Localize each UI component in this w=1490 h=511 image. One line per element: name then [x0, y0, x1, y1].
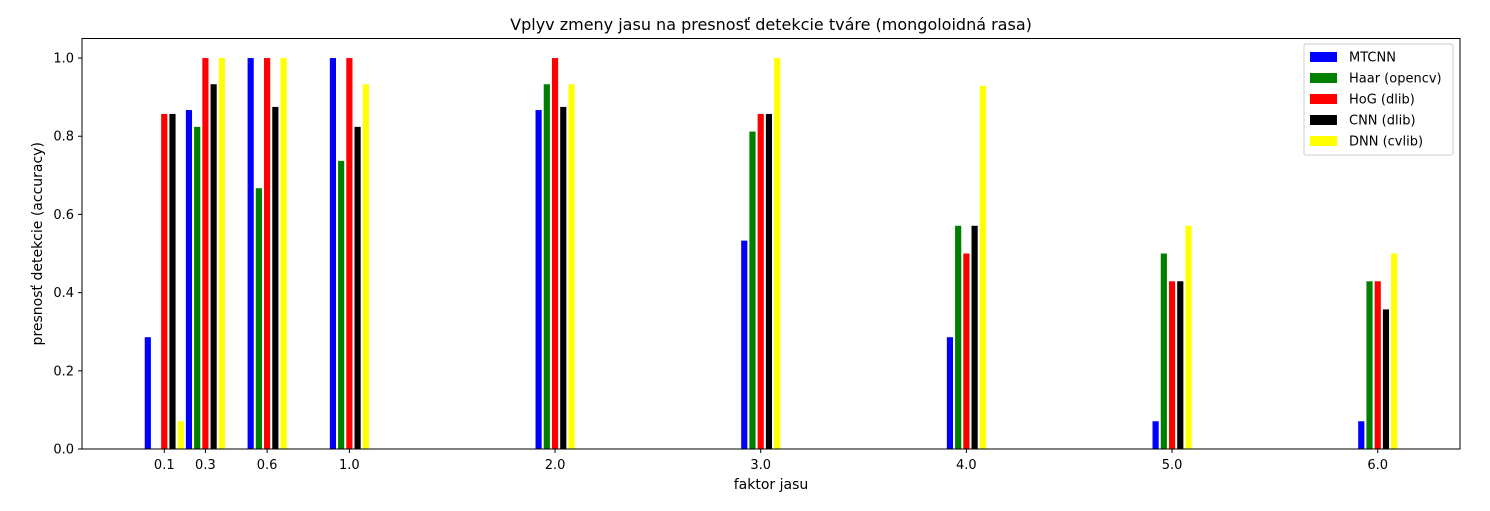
bar-series-0-point-6 [946, 337, 954, 449]
y-tick-label: 0.0 [53, 443, 74, 458]
bar-series-3-point-4 [560, 106, 567, 450]
bar-series-4-point-2 [280, 58, 287, 450]
bar-series-2-point-8 [1374, 281, 1381, 449]
bar-series-4-point-7 [1185, 225, 1192, 449]
bar-series-0-point-2 [247, 58, 254, 450]
plot-area-frame [81, 38, 1461, 450]
y-tick-label: 0.2 [53, 364, 74, 379]
bar-series-4-point-3 [362, 84, 369, 450]
y-axis: 0.0 0.2 0.4 0.6 0.8 1.0 [53, 52, 82, 458]
bar-series-0-point-5 [741, 240, 748, 449]
x-tick-label: 5.0 [1162, 458, 1183, 473]
y-tick-label: 1.0 [53, 52, 74, 67]
bar-series-3-point-8 [1382, 309, 1390, 449]
bar-series-1-point-1 [194, 126, 201, 450]
legend-box [1303, 43, 1454, 156]
bar-series-2-point-1 [202, 58, 209, 450]
bar-series-4-point-5 [774, 58, 781, 450]
bar-series-0-point-7 [1152, 421, 1159, 449]
bar-series-1-point-4 [543, 84, 550, 450]
x-tick-label: 6.0 [1367, 458, 1388, 473]
x-tick-label: 0.6 [257, 458, 278, 473]
y-tick-label: 0.4 [53, 286, 74, 301]
legend: MTCNN Haar (opencv) HoG (dlib) CNN (dlib) DN… [1303, 43, 1454, 156]
bar-series-2-point-5 [757, 113, 764, 449]
bar-series-2-point-2 [264, 58, 271, 450]
bar-series-2-point-6 [963, 253, 970, 449]
x-tick-label: 0.3 [195, 458, 216, 473]
bar-series-1-point-3 [338, 160, 345, 449]
bar-series-2-point-7 [1168, 281, 1176, 449]
x-axis: 0.1 0.3 0.6 1.0 2.0 3.0 4.0 5.0 6.0 [154, 449, 1388, 473]
bar-series-0-point-3 [329, 58, 336, 450]
legend-swatch [1310, 136, 1337, 146]
bar-series-4-point-6 [979, 85, 986, 449]
bar-series-4-point-0 [177, 421, 184, 449]
bar-series-1-point-2 [255, 188, 262, 450]
legend-label: DNN (cvlib) [1349, 135, 1423, 150]
bar-series-3-point-1 [210, 84, 217, 450]
bar-series-3-point-5 [765, 113, 773, 449]
bar-series-3-point-7 [1177, 281, 1184, 449]
bar-series-0-point-8 [1358, 421, 1365, 449]
legend-label: Haar (opencv) [1349, 72, 1442, 87]
bar-series-1-point-6 [955, 225, 962, 449]
bar-series-2-point-3 [346, 58, 353, 450]
x-tick-label: 1.0 [339, 458, 360, 473]
bar-series-4-point-4 [568, 84, 575, 450]
bar-series-3-point-0 [169, 113, 176, 449]
legend-swatch [1310, 73, 1337, 83]
bar-series-1-point-7 [1160, 253, 1167, 449]
bar-series-4-point-1 [218, 58, 225, 450]
x-tick-label: 4.0 [956, 458, 977, 473]
legend-label: CNN (dlib) [1349, 114, 1416, 129]
chart-title: Vplyv zmeny jasu na presnosť detekcie tv… [510, 15, 1032, 34]
bar-series-0-point-1 [185, 110, 193, 449]
y-tick-label: 0.8 [53, 130, 74, 145]
bar-series-2-point-0 [161, 113, 168, 449]
bar-series-3-point-2 [272, 106, 279, 450]
x-tick-label: 2.0 [545, 458, 566, 473]
x-tick-label: 0.1 [154, 458, 175, 473]
x-axis-label: faktor jasu [734, 477, 809, 493]
bar-series-0-point-0 [144, 337, 151, 449]
bar-series-4-point-8 [1391, 253, 1398, 449]
legend-swatch [1310, 115, 1337, 125]
bar-series-3-point-3 [354, 126, 361, 450]
bars-layer [144, 58, 1398, 450]
bar-series-1-point-8 [1366, 281, 1373, 449]
y-axis-label: presnosť detekcie (accuracy) [30, 142, 46, 345]
legend-label: MTCNN [1349, 51, 1396, 66]
bar-series-3-point-6 [971, 225, 978, 449]
x-tick-label: 3.0 [750, 458, 771, 473]
bar-series-1-point-5 [749, 131, 756, 450]
bar-series-2-point-4 [551, 58, 559, 450]
legend-swatch [1310, 94, 1337, 104]
legend-swatch [1310, 52, 1337, 62]
y-tick-label: 0.6 [53, 208, 74, 223]
legend-label: HoG (dlib) [1349, 93, 1415, 108]
bar-series-0-point-4 [535, 110, 542, 449]
